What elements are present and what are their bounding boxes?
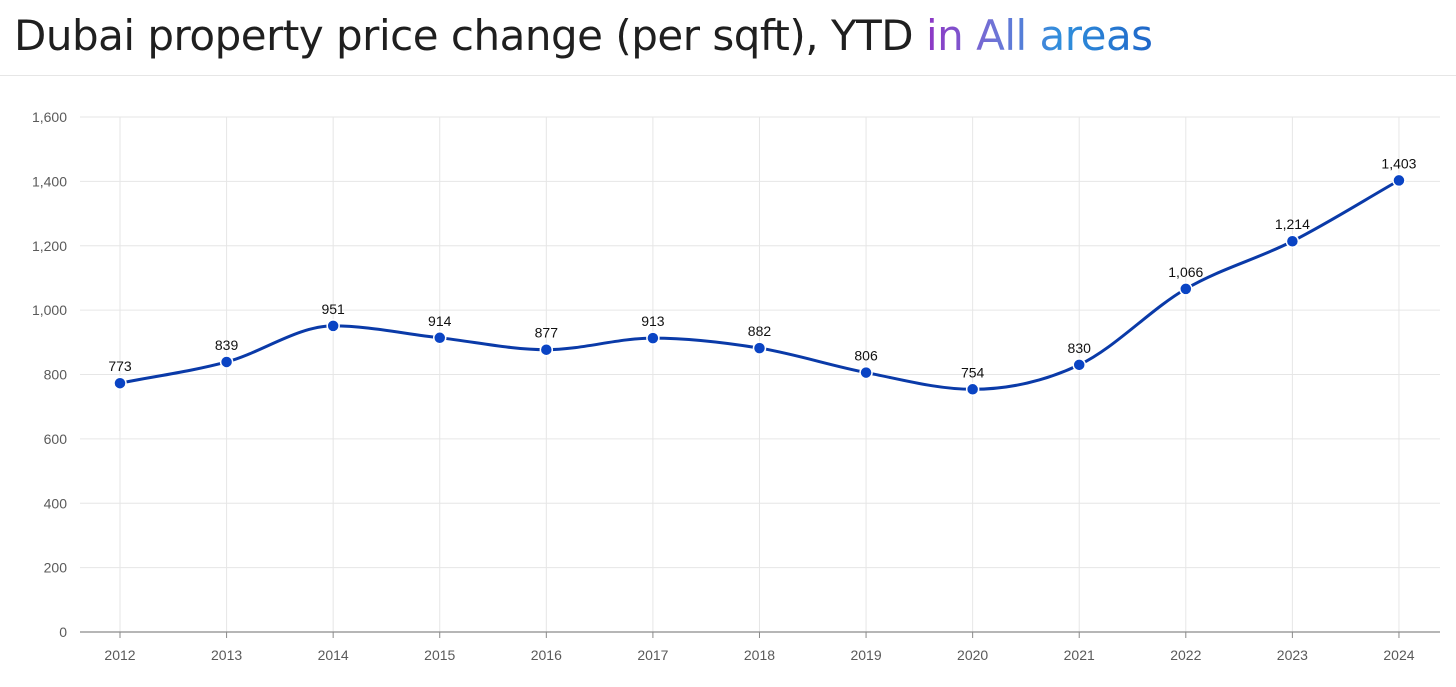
x-tick-label: 2012 <box>104 647 135 663</box>
y-tick-label: 1,600 <box>32 109 67 125</box>
y-tick-label: 600 <box>44 431 68 447</box>
x-tick-label: 2023 <box>1277 647 1308 663</box>
data-label: 1,214 <box>1275 216 1310 232</box>
x-tick-label: 2019 <box>850 647 881 663</box>
y-tick-label: 0 <box>59 624 67 640</box>
y-tick-label: 400 <box>44 495 68 511</box>
page-title: Dubai property price change (per sqft), … <box>14 10 1153 62</box>
data-point-marker <box>1285 234 1300 248</box>
x-tick-label: 2020 <box>957 647 988 663</box>
data-label: 830 <box>1068 340 1092 356</box>
x-axis <box>80 631 1440 638</box>
y-tick-label: 1,200 <box>32 238 67 254</box>
x-tick-label: 2022 <box>1170 647 1201 663</box>
x-tick-label: 2015 <box>424 647 455 663</box>
data-point-marker <box>859 365 873 380</box>
data-point-marker <box>1392 173 1406 188</box>
header-bar: Dubai property price change (per sqft), … <box>0 0 1456 76</box>
data-label: 913 <box>641 313 665 329</box>
x-tick-label: 2014 <box>318 647 349 663</box>
x-tick-label: 2017 <box>637 647 668 663</box>
data-label: 914 <box>428 313 452 329</box>
data-label: 806 <box>854 348 878 364</box>
data-label: 951 <box>321 301 345 317</box>
y-tick-label: 200 <box>44 560 68 576</box>
y-axis-ticks: 0 200 400 600 800 1,000 1,200 1,400 1,600 <box>32 109 67 640</box>
data-point-marker <box>326 319 340 333</box>
data-point-marker <box>1072 358 1086 372</box>
x-tick-label: 2016 <box>531 647 562 663</box>
title-highlight-text: in All areas <box>925 11 1153 60</box>
title-main-text: Dubai property price change (per sqft), … <box>14 11 926 60</box>
x-tick-label: 2024 <box>1383 647 1414 663</box>
data-label: 882 <box>748 323 772 339</box>
data-label: 1,066 <box>1168 264 1203 280</box>
data-label: 839 <box>215 337 239 353</box>
data-label: 773 <box>108 358 132 374</box>
x-tick-label: 2021 <box>1064 647 1095 663</box>
data-point-marker <box>219 355 234 369</box>
data-point-marker <box>113 376 127 390</box>
y-tick-label: 1,000 <box>32 302 67 318</box>
data-point-marker <box>539 342 554 357</box>
y-tick-label: 1,400 <box>32 173 67 189</box>
data-label: 877 <box>535 325 559 341</box>
grid-lines <box>80 116 1440 632</box>
data-point-marker <box>965 382 980 397</box>
marker-layer <box>113 173 1406 397</box>
data-point-marker <box>646 331 660 345</box>
data-labels: 773 839 951 914 877 913 882 806 754 830 1,066 1,214… <box>108 155 1416 380</box>
y-tick-label: 800 <box>44 367 68 383</box>
x-axis-ticks: 2012 2013 2014 2015 2016 2017 2018 2019 2020 2021… <box>104 647 1414 663</box>
data-point-marker <box>1179 282 1193 296</box>
x-tick-label: 2018 <box>744 647 775 663</box>
data-point-marker <box>752 341 767 355</box>
data-label: 754 <box>961 364 985 380</box>
x-tick-label: 2013 <box>211 647 242 663</box>
data-point-marker <box>432 331 447 345</box>
data-label: 1,403 <box>1381 155 1416 171</box>
